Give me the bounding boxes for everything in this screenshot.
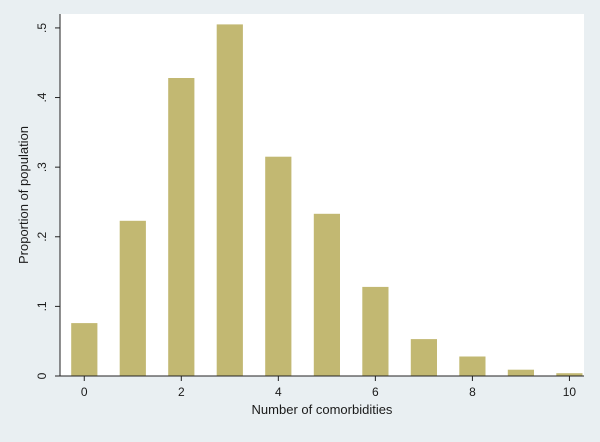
bar-8 [459, 356, 486, 376]
y-axis-label: Proportion of population [16, 126, 31, 264]
x-tick-label: 10 [563, 385, 577, 399]
bar-7 [410, 339, 437, 376]
bar-9 [507, 369, 534, 376]
y-tick-label: .2 [35, 231, 49, 241]
bar-4 [265, 156, 292, 376]
bar-10 [556, 373, 583, 376]
x-tick-label: 0 [81, 385, 88, 399]
x-axis-label: Number of comorbidities [252, 402, 393, 417]
y-tick-label: .1 [35, 301, 49, 311]
y-tick-label: .5 [35, 23, 49, 33]
x-tick-label: 2 [178, 385, 185, 399]
y-tick-label: .4 [35, 92, 49, 102]
bar-1 [119, 220, 146, 376]
bar-0 [71, 323, 98, 376]
bar-6 [362, 286, 389, 376]
y-tick-label: .3 [35, 162, 49, 172]
x-tick-label: 4 [275, 385, 282, 399]
bar-2 [168, 78, 195, 376]
y-tick-label: 0 [35, 372, 49, 379]
x-tick-label: 6 [372, 385, 379, 399]
bar-3 [216, 24, 243, 377]
bar-5 [313, 213, 340, 376]
x-tick-label: 8 [469, 385, 476, 399]
x-axis-ticks: 0 2 4 6 8 10 [81, 376, 577, 399]
y-axis-ticks: 0 .1 .2 .3 .4 .5 [35, 23, 60, 379]
bars-group [71, 24, 583, 377]
